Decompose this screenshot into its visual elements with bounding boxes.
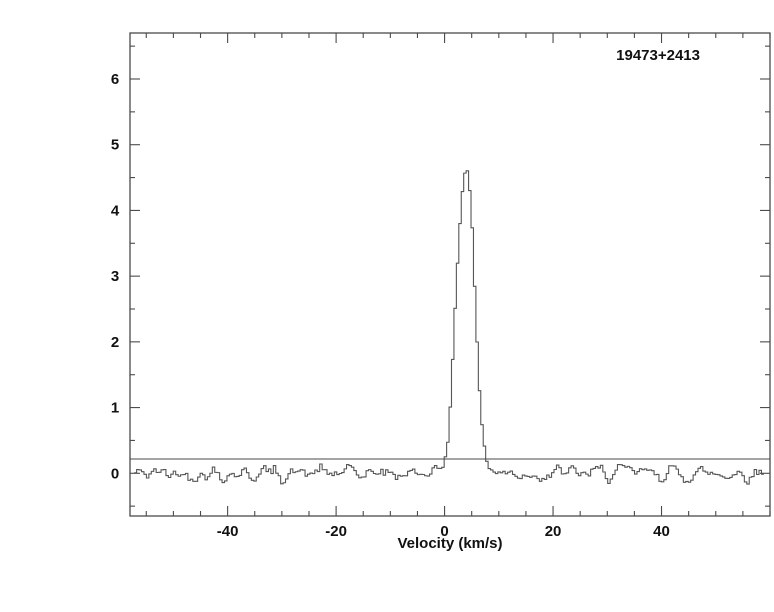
plot-frame — [130, 33, 770, 516]
y-major-ticks — [130, 79, 770, 473]
svg-text:40: 40 — [653, 523, 670, 540]
x-tick-labels: -40 -20 0 20 40 — [217, 523, 670, 540]
svg-text:0: 0 — [111, 465, 119, 482]
x-axis-title: Velocity (km/s) — [397, 535, 502, 552]
x-major-ticks — [228, 33, 662, 516]
source-label: 19473+2413 — [616, 47, 700, 64]
svg-text:-20: -20 — [325, 523, 347, 540]
spectrum-line — [134, 171, 764, 484]
svg-text:-40: -40 — [217, 523, 239, 540]
svg-text:20: 20 — [545, 523, 562, 540]
svg-text:5: 5 — [111, 137, 119, 154]
svg-text:2: 2 — [111, 334, 119, 351]
spectrum-chart: Velocity (km/s) TA* (K) 19473+2413 -40-2… — [0, 0, 774, 612]
svg-text:4: 4 — [111, 202, 120, 219]
y-tick-labels: 0 1 2 3 4 5 6 — [111, 71, 120, 482]
svg-text:6: 6 — [111, 71, 119, 88]
svg-text:1: 1 — [111, 400, 119, 417]
svg-text:0: 0 — [440, 523, 448, 540]
y-minor-ticks — [130, 46, 770, 506]
x-minor-ticks — [146, 33, 770, 516]
svg-text:3: 3 — [111, 268, 119, 285]
spectrum-svg: Velocity (km/s) TA* (K) 19473+2413 -40-2… — [0, 0, 774, 612]
